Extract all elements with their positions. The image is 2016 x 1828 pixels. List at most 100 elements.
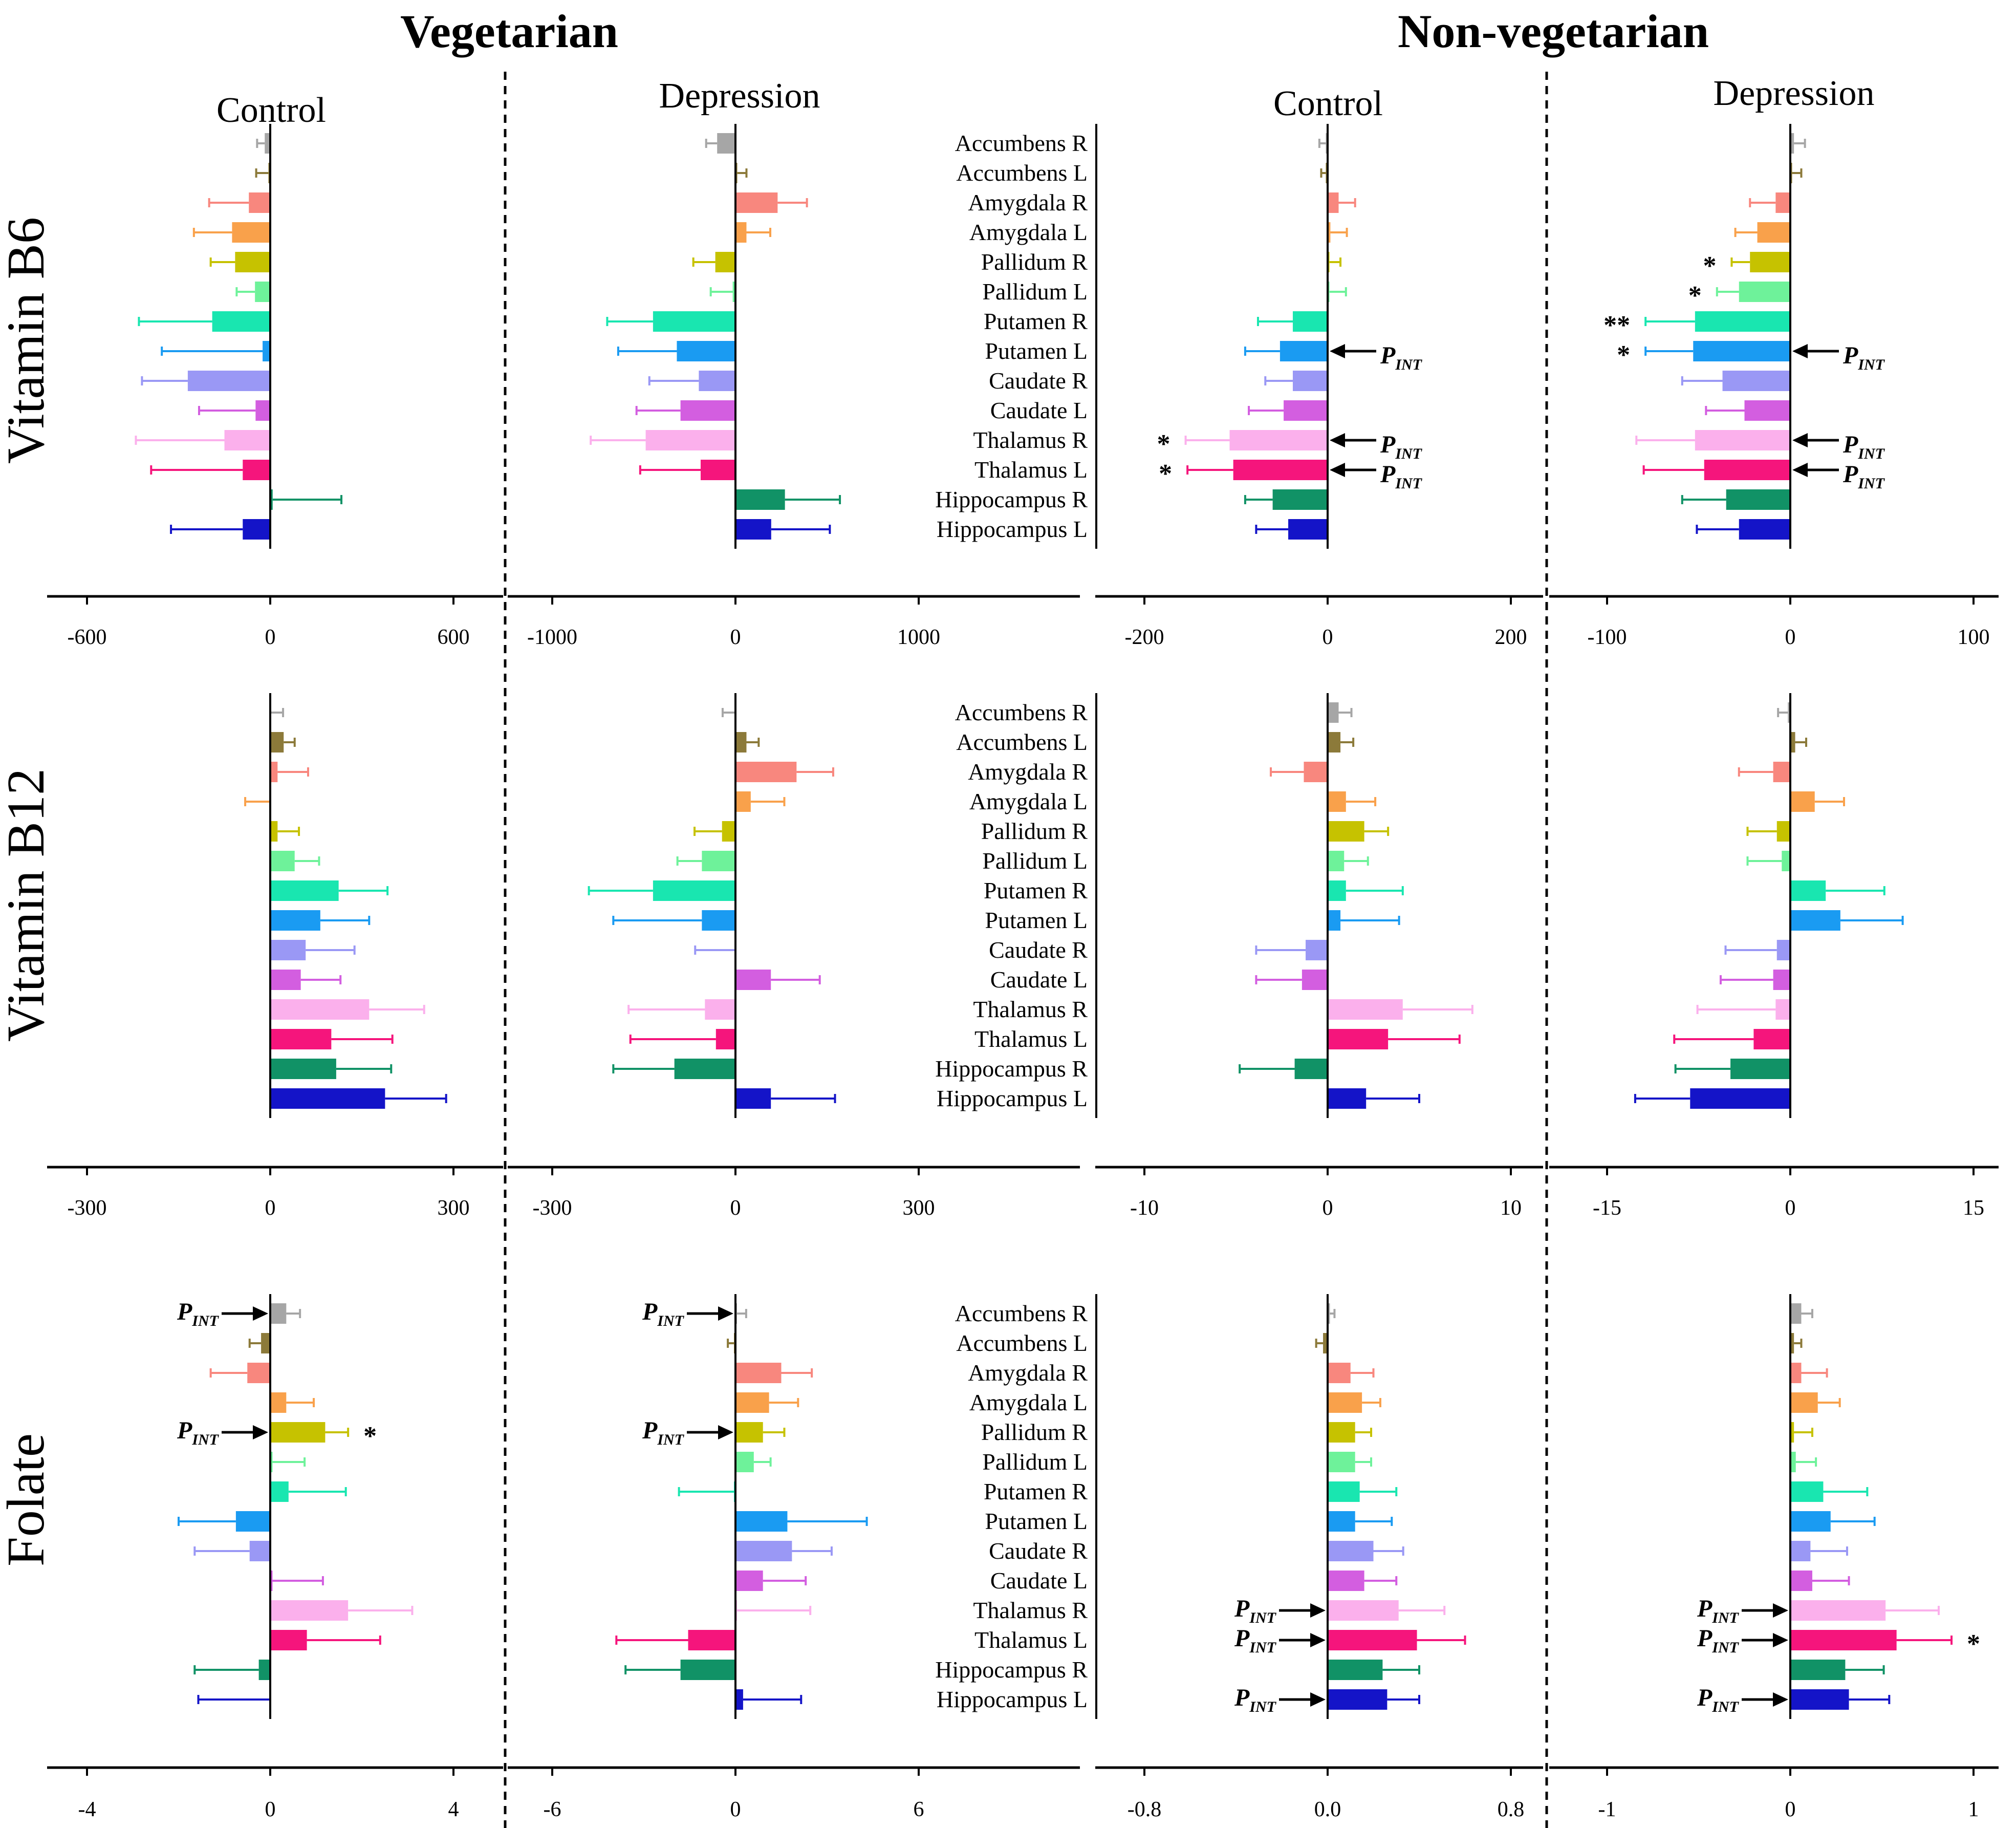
pint-label-pallidum-r: PINT (642, 1417, 685, 1448)
x-tick-label: -4 (78, 1798, 96, 1821)
pint-label-accumbens-r: PINT (642, 1298, 685, 1329)
pint-label-accumbens-r: PINT (177, 1298, 220, 1329)
bar-thalamus-l (1704, 460, 1790, 480)
bar-caudate-r (1328, 1541, 1374, 1561)
bar-accumbens-r (1788, 702, 1790, 723)
bar-thalamus-l (1328, 1029, 1389, 1049)
x-tick-label: 6 (914, 1798, 924, 1821)
bar-amygdala-r (1328, 192, 1339, 213)
bar-putamen-l (1693, 341, 1790, 361)
panel-dividers (504, 72, 1548, 1828)
pint-label-putamen-l-p: P (1380, 342, 1396, 369)
bar-pallidum-r (1790, 1422, 1794, 1443)
pint-label-thalamus-r-sub: INT (1711, 1609, 1739, 1626)
panel-vitamin-b6-vegetarian-control: -600 0 600 (68, 124, 470, 649)
region-label-thalamus-r: Thalamus R (973, 427, 1088, 453)
pint-label-thalamus-l-sub: INT (1711, 1639, 1739, 1656)
region-label-amygdala-l: Amygdala L (969, 1389, 1088, 1415)
region-label-thalamus-l: Thalamus L (974, 1026, 1088, 1052)
region-label-caudate-r: Caudate R (989, 368, 1088, 394)
bar-hippocampus-r (1790, 1660, 1846, 1680)
region-label-hippocampus-r: Hippocampus R (935, 1657, 1088, 1683)
bar-putamen-r (1328, 880, 1346, 901)
panel-title-nonveg-control: Control (1273, 84, 1383, 123)
bar-caudate-r (249, 1541, 270, 1561)
bar-pallidum-l (270, 1452, 273, 1472)
bar-amygdala-r (735, 192, 778, 213)
bar-hippocampus-l (1328, 1088, 1367, 1109)
bar-thalamus-l (1790, 1630, 1897, 1650)
region-label-accumbens-l: Accumbens L (956, 160, 1088, 186)
bar-putamen-l (677, 341, 735, 361)
region-label-thalamus-r: Thalamus R (973, 996, 1088, 1022)
bar-accumbens-r (270, 1303, 287, 1324)
bar-putamen-l (263, 341, 270, 361)
bar-pallidum-r (722, 821, 735, 842)
bar-pallidum-r (1776, 821, 1790, 842)
region-label-hippocampus-l: Hippocampus L (937, 1085, 1088, 1111)
bar-putamen-l (702, 910, 735, 931)
significance-star-putamen-l: * (1617, 340, 1630, 370)
bar-putamen-l (1328, 910, 1341, 931)
region-label-caudate-l: Caudate L (990, 397, 1088, 423)
bar-hippocampus-r (270, 489, 273, 510)
bar-thalamus-r (1229, 430, 1328, 450)
bar-putamen-l (1790, 910, 1840, 931)
bar-thalamus-r (1328, 999, 1403, 1020)
x-tick-label: -1000 (527, 626, 577, 649)
bar-hippocampus-l (1288, 519, 1328, 540)
pint-label-hippocampus-l: PINT (1697, 1684, 1740, 1715)
pint-label-thalamus-r-p: P (1380, 431, 1396, 458)
x-tick-label: -15 (1593, 1196, 1621, 1220)
bar-putamen-l (1280, 341, 1328, 361)
x-tick-label: 600 (438, 626, 470, 649)
bar-caudate-l (270, 1571, 273, 1591)
bar-hippocampus-r (1328, 1660, 1383, 1680)
significance-star-putamen-r: ** (1603, 311, 1630, 340)
pint-arrowhead-putamen-l (1792, 344, 1808, 358)
x-tick-label: 0 (1323, 1196, 1333, 1220)
pint-label-putamen-l-sub: INT (1857, 356, 1885, 373)
region-label-putamen-r: Putamen R (984, 1478, 1088, 1504)
x-tick-label: 0 (265, 626, 276, 649)
pint-arrowhead-thalamus-l (1773, 1633, 1788, 1647)
bar-caudate-l (1773, 970, 1790, 990)
pint-label-thalamus-l: PINT (1697, 1625, 1740, 1656)
bar-pallidum-r (735, 1422, 763, 1443)
bar-caudate-r (1722, 371, 1790, 391)
bar-putamen-r (653, 311, 735, 332)
region-label-pallidum-r: Pallidum R (981, 249, 1088, 275)
bar-thalamus-l (270, 1630, 307, 1650)
x-tick-label: 10 (1500, 1196, 1522, 1220)
pint-label-putamen-l: PINT (1380, 342, 1423, 373)
significance-star-thalamus-l: * (1159, 459, 1172, 488)
x-tick-label: -1 (1598, 1798, 1616, 1821)
pint-label-pallidum-r-p: P (642, 1417, 658, 1444)
x-tick-label: -600 (68, 626, 107, 649)
x-tick-label: 0 (730, 626, 741, 649)
region-label-hippocampus-r: Hippocampus R (935, 1056, 1088, 1082)
row-folate: Folate Accumbens R Accumbens L Amygdala R Am… (0, 1294, 1999, 1769)
panel-vitamin-b12-vegetarian-control: -300 0 300 (68, 693, 470, 1220)
region-label-caudate-l: Caudate L (990, 966, 1088, 993)
bar-caudate-l (1328, 1571, 1364, 1591)
pint-label-hippocampus-l-sub: INT (1711, 1698, 1739, 1715)
x-tick-label: 0 (1785, 1196, 1796, 1220)
x-tick-label: 300 (438, 1196, 470, 1220)
x-tick-label: -200 (1125, 626, 1164, 649)
bar-hippocampus-r (1726, 489, 1790, 510)
bar-amygdala-r (1773, 762, 1790, 782)
x-tick-label: 0 (1323, 626, 1333, 649)
panel-title-veg-control: Control (216, 91, 326, 130)
region-label-amygdala-r: Amygdala R (968, 759, 1088, 785)
bar-thalamus-r (1775, 999, 1790, 1020)
x-tick-label: 0 (265, 1798, 276, 1821)
bar-hippocampus-r (270, 1059, 336, 1079)
x-tick-label: 200 (1495, 626, 1527, 649)
pint-arrowhead-accumbens-r (253, 1306, 268, 1321)
row-vitamin-b6: Vitamin B6 Accumbens R Accumbens L Amygdala… (0, 124, 1999, 598)
bar-amygdala-r (1304, 762, 1328, 782)
